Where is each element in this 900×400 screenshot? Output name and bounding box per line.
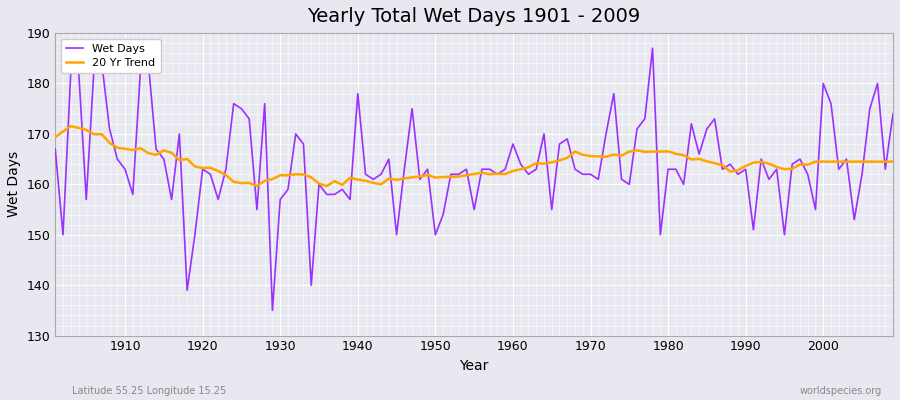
Wet Days	[112, 157, 122, 162]
Y-axis label: Wet Days: Wet Days	[7, 151, 21, 218]
20 Yr Trend	[516, 167, 526, 172]
Wet Days	[508, 142, 518, 146]
20 Yr Trend	[291, 172, 302, 177]
20 Yr Trend	[887, 159, 898, 164]
20 Yr Trend	[66, 124, 77, 128]
Wet Days	[50, 147, 60, 152]
Wet Days	[608, 91, 619, 96]
Line: 20 Yr Trend: 20 Yr Trend	[55, 126, 893, 186]
Title: Yearly Total Wet Days 1901 - 2009: Yearly Total Wet Days 1901 - 2009	[308, 7, 641, 26]
Wet Days	[887, 111, 898, 116]
20 Yr Trend	[345, 175, 356, 180]
Wet Days	[647, 46, 658, 50]
20 Yr Trend	[616, 153, 627, 158]
20 Yr Trend	[523, 165, 534, 170]
Wet Days	[291, 132, 302, 136]
Legend: Wet Days, 20 Yr Trend: Wet Days, 20 Yr Trend	[61, 39, 160, 73]
20 Yr Trend	[50, 135, 60, 140]
Text: Latitude 55.25 Longitude 15.25: Latitude 55.25 Longitude 15.25	[72, 386, 226, 396]
20 Yr Trend	[120, 146, 130, 151]
Text: worldspecies.org: worldspecies.org	[800, 386, 882, 396]
20 Yr Trend	[321, 184, 332, 188]
Wet Days	[267, 308, 278, 313]
X-axis label: Year: Year	[460, 359, 489, 373]
Wet Days	[337, 187, 347, 192]
Wet Days	[516, 162, 526, 166]
Line: Wet Days: Wet Days	[55, 48, 893, 310]
